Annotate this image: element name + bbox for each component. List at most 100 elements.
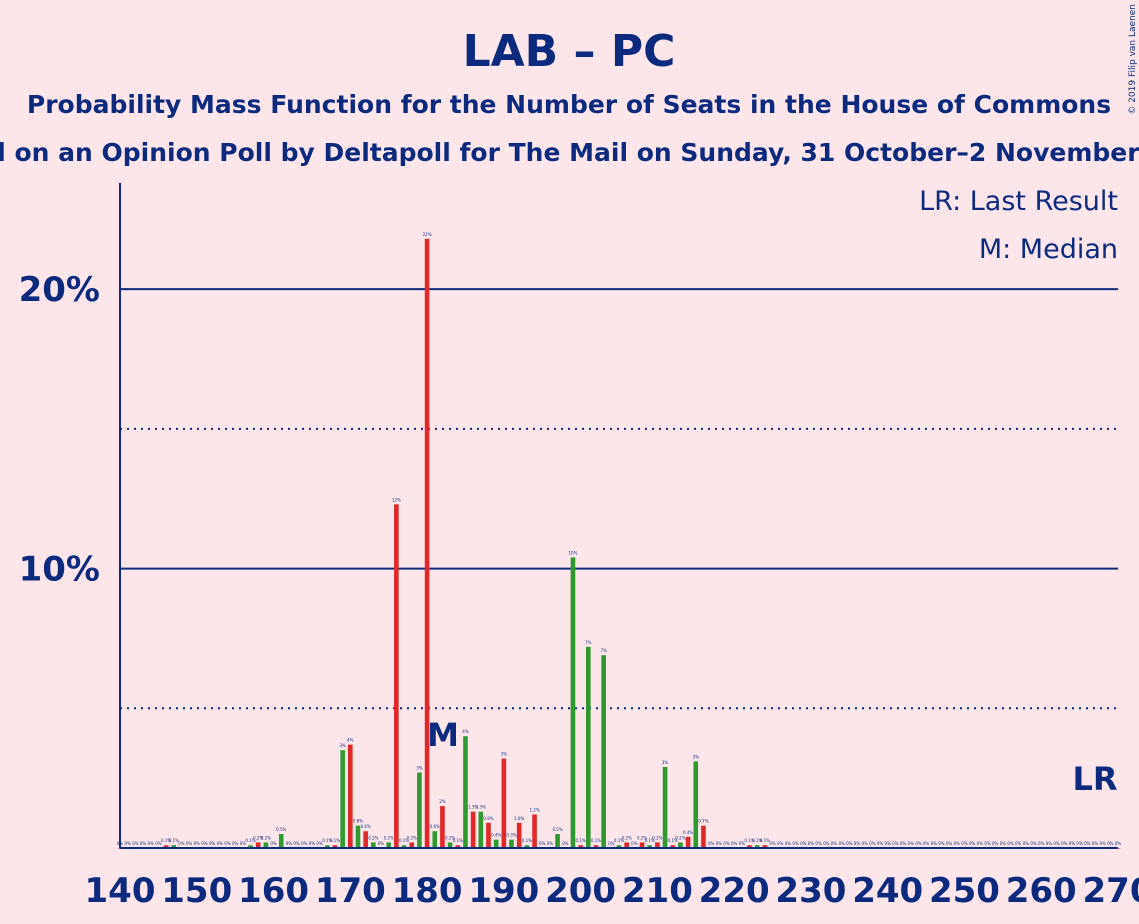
- chart-title: LAB – PC: [463, 26, 676, 77]
- grid-lines: 10% 20%: [19, 270, 1118, 710]
- bar-seat-157: [248, 845, 253, 848]
- bar-label-seat-262: 0%: [1053, 841, 1060, 846]
- bar-seat-168: [332, 845, 338, 848]
- bar-label-seat-189: 0.4%: [491, 833, 501, 838]
- bar-label-seat-249: 0%: [954, 841, 961, 846]
- annotations: M LR: [427, 716, 1117, 798]
- bar-label-seat-142: 0%: [132, 841, 139, 846]
- last-result-marker: LR: [1072, 760, 1117, 798]
- bar-seat-175: [386, 842, 391, 848]
- bar-label-seat-229: 0%: [800, 841, 807, 846]
- bar-label-seat-153: 0%: [217, 841, 224, 846]
- bar-label-seat-188: 0.9%: [483, 816, 493, 821]
- bar-seat-186: [470, 811, 476, 848]
- bar-label-seat-265: 0%: [1076, 841, 1083, 846]
- bar-label-seat-209: 0.1%: [645, 838, 655, 843]
- bar-label-seat-175: 0.2%: [384, 835, 394, 840]
- bar-label-seat-187: 1.3%: [476, 805, 486, 810]
- bar-label-seat-202: 0.1%: [591, 838, 601, 843]
- copyright-notice: © 2019 Filip van Laenen: [1128, 4, 1138, 115]
- x-tick-label: 180: [392, 871, 463, 911]
- bar-label-seat-228: 0%: [792, 841, 799, 846]
- bar-label-seat-255: 0%: [1000, 841, 1007, 846]
- bar-label-seat-149: 0%: [186, 841, 193, 846]
- bar-label-seat-207: 0%: [631, 841, 638, 846]
- x-tick-label: 150: [161, 871, 232, 911]
- bar-seat-216: [701, 825, 706, 848]
- bar-label-seat-224: 0.1%: [760, 838, 770, 843]
- bar-label-seat-213: 0.2%: [675, 835, 685, 840]
- bar-label-seat-200: 0.1%: [576, 838, 586, 843]
- bar-label-seat-225: 0%: [769, 841, 776, 846]
- bar-label-seat-206: 0.2%: [622, 835, 632, 840]
- bar-seat-176: [394, 504, 399, 848]
- bar-seat-214: [685, 836, 691, 848]
- bar-label-seat-164: 0%: [301, 841, 308, 846]
- bar-label-seat-270: 0%: [1115, 841, 1122, 846]
- legend-last-result: LR: Last Result: [919, 186, 1118, 217]
- bar-label-seat-215: 3%: [693, 754, 700, 759]
- bar-label-seat-191: 0.3%: [506, 833, 516, 838]
- bar-label-seat-182: 2%: [439, 799, 446, 804]
- bar-label-seat-163: 0%: [293, 841, 300, 846]
- bar-seat-208: [639, 842, 645, 848]
- bar-label-seat-227: 0%: [785, 841, 792, 846]
- bar-label-seat-193: 0.1%: [522, 838, 532, 843]
- bar-label-seat-195: 0%: [539, 841, 546, 846]
- legend-median: M: Median: [979, 234, 1118, 265]
- bar-seat-173: [371, 842, 376, 848]
- bar-seat-200: [578, 845, 583, 848]
- bar-label-seat-180: 22%: [423, 232, 432, 237]
- bar-label-seat-162: 0%: [286, 841, 293, 846]
- bar-label-seat-230: 0%: [808, 841, 815, 846]
- bar-label-seat-219: 0%: [723, 841, 730, 846]
- bar-label-seat-221: 0%: [739, 841, 746, 846]
- median-marker: M: [427, 716, 459, 754]
- bar-label-seat-159: 0.2%: [261, 835, 271, 840]
- bar-label-seat-266: 0%: [1084, 841, 1091, 846]
- x-tick-label: 230: [775, 871, 846, 911]
- bar-label-seat-211: 3%: [662, 760, 669, 765]
- bar-label-seat-243: 0%: [908, 841, 915, 846]
- bar-label-seat-267: 0%: [1092, 841, 1099, 846]
- bar-label-seat-246: 0%: [931, 841, 938, 846]
- bar-seat-202: [593, 845, 599, 848]
- bar-label-seat-239: 0%: [877, 841, 884, 846]
- bar-label-seat-226: 0%: [777, 841, 784, 846]
- bar-label-seat-166: 0%: [316, 841, 323, 846]
- bar-label-seat-192: 1.0%: [514, 816, 524, 821]
- bar-seat-213: [678, 842, 683, 848]
- bar-seat-222: [747, 845, 752, 848]
- bar-label-seat-160: 0%: [270, 841, 277, 846]
- bar-label-seat-186: 1.3%: [468, 805, 478, 810]
- x-tick-label: 220: [699, 871, 770, 911]
- bar-seat-178: [409, 842, 415, 848]
- bar-label-seat-268: 0%: [1099, 841, 1106, 846]
- bar-seat-180: [424, 238, 430, 849]
- bar-label-seat-171: 0.8%: [353, 819, 363, 824]
- bar-seat-169: [340, 750, 345, 848]
- bar-seat-184: [455, 845, 461, 848]
- bar-seat-147: [171, 845, 177, 848]
- bar-label-seat-242: 0%: [900, 841, 907, 846]
- bar-label-seat-145: 0%: [155, 841, 162, 846]
- bar-seat-199: [570, 557, 576, 848]
- x-tick-label: 200: [545, 871, 616, 911]
- bar-label-seat-264: 0%: [1069, 841, 1076, 846]
- bar-label-seat-169: 3%: [339, 743, 346, 748]
- bar-seat-146: [163, 845, 169, 848]
- bar-label-seat-253: 0%: [984, 841, 991, 846]
- bar-label-seat-210: 0.2%: [652, 835, 662, 840]
- bar-seat-210: [655, 842, 660, 848]
- bar-seat-206: [624, 842, 629, 848]
- bar-label-seat-254: 0%: [992, 841, 999, 846]
- x-tick-label: 270: [1083, 871, 1139, 911]
- bar-seat-211: [662, 766, 668, 848]
- bar-label-seat-143: 0%: [140, 841, 147, 846]
- bar-label-seat-157: 0.1%: [245, 838, 255, 843]
- bar-label-seat-151: 0%: [201, 841, 208, 846]
- bar-label-seat-247: 0%: [938, 841, 945, 846]
- bar-seat-158: [255, 842, 261, 848]
- bar-seat-182: [440, 806, 445, 848]
